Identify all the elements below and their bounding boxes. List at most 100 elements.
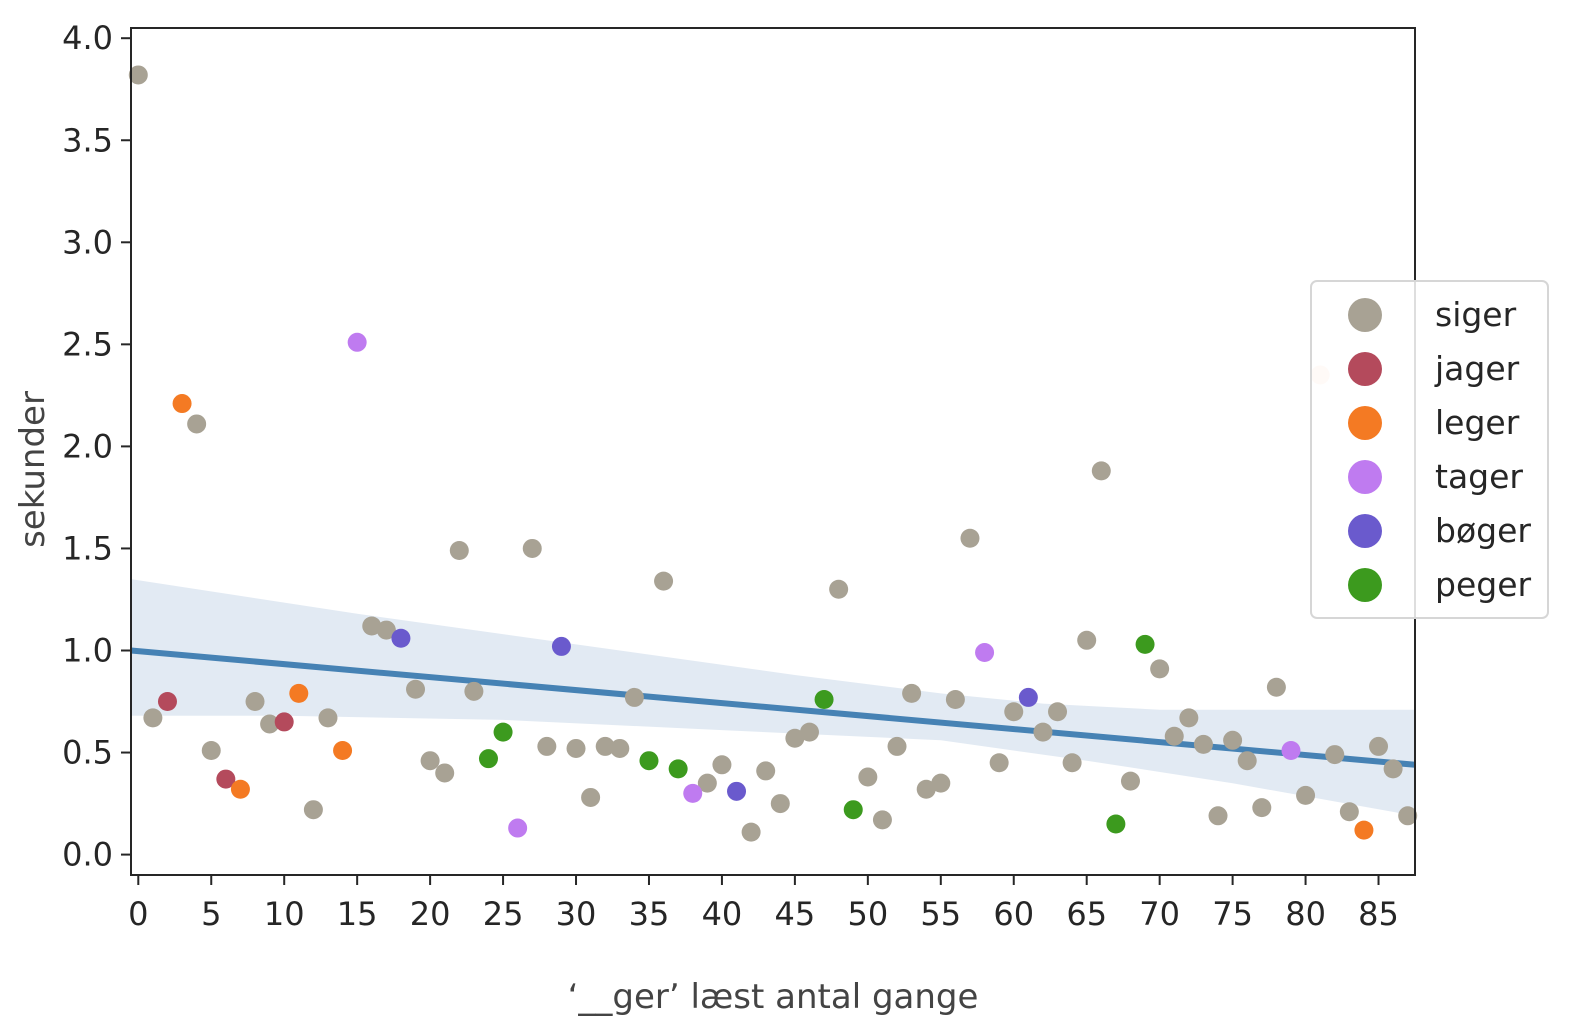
legend-label-peger: peger — [1435, 565, 1532, 604]
x-tick-label: 50 — [847, 895, 888, 933]
legend: siger jager leger tager bøger peger — [1310, 280, 1549, 619]
data-point-siger — [1223, 730, 1243, 750]
y-tick-label: 0.0 — [62, 836, 113, 874]
confidence-band — [131, 579, 1415, 816]
legend-label-jager: jager — [1434, 349, 1520, 388]
y-tick-label: 0.5 — [62, 734, 113, 772]
data-point-siger — [1266, 677, 1286, 697]
data-point-siger — [1296, 785, 1316, 805]
legend-marker-bøger — [1348, 514, 1382, 548]
data-point-siger — [1077, 630, 1097, 650]
data-point-siger — [1339, 802, 1359, 822]
data-point-siger — [1325, 745, 1345, 765]
data-point-siger — [1091, 461, 1111, 481]
data-point-siger — [785, 728, 805, 748]
y-axis-label: sekunder — [13, 391, 53, 548]
data-point-siger — [756, 761, 776, 781]
data-point-tager — [347, 332, 367, 352]
legend-marker-tager — [1348, 460, 1382, 494]
data-point-siger — [449, 540, 469, 560]
y-tick-label: 1.5 — [62, 529, 113, 567]
data-point-siger — [1033, 722, 1053, 742]
data-point-peger — [814, 689, 834, 709]
data-point-bøger — [551, 636, 571, 656]
data-point-siger — [1398, 806, 1418, 826]
data-point-siger — [1164, 726, 1184, 746]
data-point-siger — [887, 736, 907, 756]
data-point-siger — [1150, 659, 1170, 679]
data-point-bøger — [1018, 687, 1038, 707]
x-tick-label: 85 — [1358, 895, 1399, 933]
x-tick-label: 20 — [410, 895, 451, 933]
data-point-siger — [697, 773, 717, 793]
y-tick-label: 2.0 — [62, 427, 113, 465]
data-point-siger — [610, 738, 630, 758]
data-point-siger — [318, 708, 338, 728]
data-point-tager — [975, 643, 995, 663]
x-tick-label: 5 — [201, 895, 221, 933]
data-point-siger — [960, 528, 980, 548]
data-points-layer — [128, 65, 1418, 842]
x-tick-label: 60 — [993, 895, 1034, 933]
data-point-siger — [989, 753, 1009, 773]
x-tick-label: 15 — [337, 895, 378, 933]
legend-label-siger: siger — [1435, 295, 1517, 334]
data-point-siger — [128, 65, 148, 85]
data-point-siger — [741, 822, 761, 842]
data-point-siger — [245, 692, 265, 712]
data-point-siger — [1383, 759, 1403, 779]
data-point-peger — [843, 800, 863, 820]
data-point-siger — [858, 767, 878, 787]
data-point-peger — [493, 722, 513, 742]
data-point-jager — [157, 692, 177, 712]
data-point-siger — [1237, 751, 1257, 771]
data-point-tager — [508, 818, 528, 838]
data-point-siger — [654, 571, 674, 591]
data-point-siger — [303, 800, 323, 820]
data-point-peger — [1135, 634, 1155, 654]
data-point-siger — [1062, 753, 1082, 773]
x-tick-label: 10 — [264, 895, 305, 933]
data-point-siger — [1193, 734, 1213, 754]
y-tick-label: 1.0 — [62, 631, 113, 669]
x-tick-label: 45 — [775, 895, 816, 933]
legend-label-tager: tager — [1435, 457, 1523, 496]
x-axis-ticks: 0 5 10 15 20 25 30 35 40 45 50 55 60 65 70 75 80 85 — [128, 875, 1399, 933]
x-tick-label: 70 — [1139, 895, 1180, 933]
data-point-peger — [639, 751, 659, 771]
data-point-jager — [274, 712, 294, 732]
data-point-siger — [902, 683, 922, 703]
y-tick-label: 4.0 — [62, 19, 113, 57]
x-tick-label: 25 — [483, 895, 524, 933]
data-point-siger — [406, 679, 426, 699]
data-point-leger — [289, 683, 309, 703]
data-point-siger — [1252, 798, 1272, 818]
x-tick-label: 75 — [1212, 895, 1253, 933]
data-point-siger — [872, 810, 892, 830]
data-point-siger — [201, 741, 221, 761]
data-point-siger — [829, 579, 849, 599]
y-tick-label: 3.0 — [62, 223, 113, 261]
data-point-siger — [435, 763, 455, 783]
data-point-leger — [172, 394, 192, 414]
data-point-bøger — [727, 781, 747, 801]
data-point-siger — [1120, 771, 1140, 791]
data-point-siger — [1369, 736, 1389, 756]
data-point-siger — [187, 414, 207, 434]
data-point-siger — [770, 794, 790, 814]
data-point-siger — [931, 773, 951, 793]
legend-marker-leger — [1348, 406, 1382, 440]
data-point-siger — [799, 722, 819, 742]
data-point-siger — [260, 714, 280, 734]
data-point-leger — [1354, 820, 1374, 840]
data-point-siger — [143, 708, 163, 728]
data-point-siger — [945, 689, 965, 709]
confidence-band-layer — [131, 579, 1415, 816]
data-point-siger — [537, 736, 557, 756]
data-point-peger — [668, 759, 688, 779]
y-tick-label: 3.5 — [62, 121, 113, 159]
data-point-siger — [624, 687, 644, 707]
data-point-leger — [230, 779, 250, 799]
data-point-jager — [216, 769, 236, 789]
